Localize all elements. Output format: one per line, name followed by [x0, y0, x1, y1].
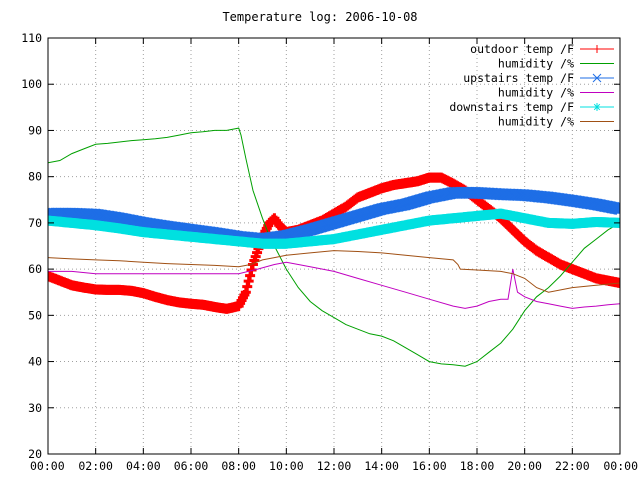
data-point [613, 202, 620, 216]
series-0 [48, 172, 620, 314]
series-1 [48, 127, 620, 367]
x-tick-label: 04:00 [126, 459, 161, 473]
y-tick-label: 80 [28, 170, 42, 184]
frame-layer [47, 37, 621, 455]
y-tick-label: 70 [28, 216, 42, 230]
y-tick-label: 40 [28, 355, 42, 369]
data-point [592, 73, 602, 83]
y-tick-label: 30 [28, 401, 42, 415]
x-tick-label: 12:00 [317, 459, 352, 473]
x-tick-label: 18:00 [460, 459, 495, 473]
legend-label: humidity /% [498, 57, 574, 71]
y-tick-label: 90 [28, 123, 42, 137]
series-line [48, 127, 620, 367]
x-tick-label: 16:00 [412, 459, 447, 473]
legend-label: humidity /% [498, 115, 574, 129]
x-tick-label: 10:00 [269, 459, 304, 473]
legend-label: upstairs temp /F [463, 71, 574, 85]
data-point [593, 103, 601, 111]
y-tick-label: 20 [28, 447, 42, 461]
legend-label: humidity /% [498, 86, 574, 100]
series-line [48, 250, 620, 293]
series-2 [48, 186, 620, 246]
y-tick-label: 60 [28, 262, 42, 276]
x-tick-label: 00:00 [603, 459, 638, 473]
series-3 [48, 261, 620, 309]
series-line [48, 261, 620, 309]
y-tick-label: 50 [28, 308, 42, 322]
legend-label: outdoor temp /F [470, 42, 574, 56]
legend-label: downstairs temp /F [449, 100, 574, 114]
x-tick-label: 14:00 [364, 459, 399, 473]
series-layer [48, 127, 620, 367]
x-tick-label: 02:00 [78, 459, 113, 473]
y-tick-label: 110 [21, 31, 42, 45]
chart-title: Temperature log: 2006-10-08 [222, 10, 418, 24]
y-tick-label: 100 [21, 77, 42, 91]
x-tick-label: 00:00 [30, 459, 65, 473]
tick-layer: 20 30 40 50 60 70 80 90 100 110 00:00 02:00 04:00 06:… [21, 31, 638, 473]
series-5 [48, 250, 620, 293]
plot-frame [47, 37, 621, 455]
x-tick-label: 20:00 [507, 459, 542, 473]
x-tick-label: 22:00 [555, 459, 590, 473]
x-tick-label: 06:00 [174, 459, 209, 473]
x-tick-label: 08:00 [221, 459, 256, 473]
data-point [593, 45, 601, 53]
